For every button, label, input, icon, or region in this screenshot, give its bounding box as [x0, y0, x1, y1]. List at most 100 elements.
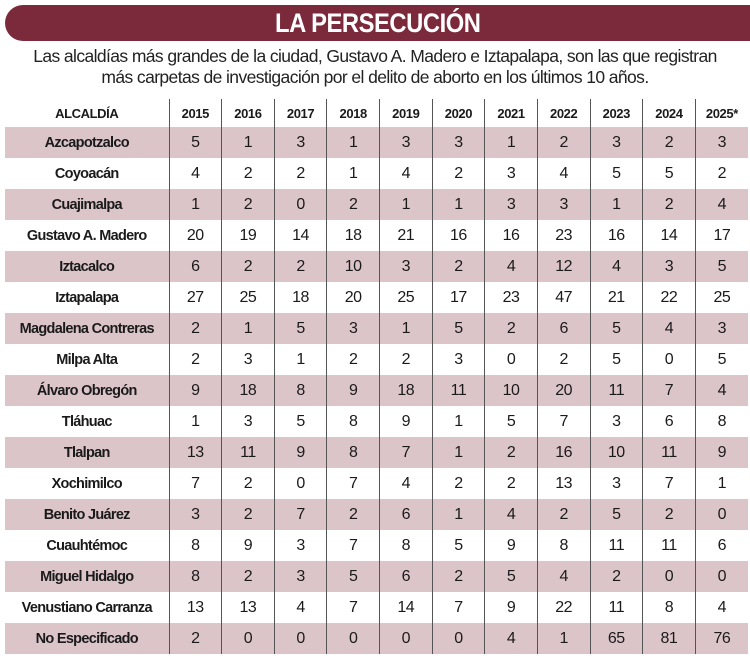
table-cell: 2: [431, 468, 485, 499]
table-cell: 8: [379, 530, 433, 561]
table-cell: 4: [536, 561, 590, 592]
table-cell: 2: [536, 499, 590, 530]
row-name: No Especificado: [5, 623, 169, 654]
table-cell: 5: [589, 158, 643, 189]
table-cell: 1: [484, 127, 538, 158]
table-cell: 6: [379, 499, 433, 530]
table-row: Xochimilco 7 2 0 7 4 2 2 13 3 7 1: [5, 468, 748, 499]
table-cell: 1: [221, 313, 275, 344]
table-cell: 2: [221, 189, 275, 220]
table-cell: 2: [221, 499, 275, 530]
table-cell: 17: [431, 282, 485, 313]
table-cell: 19: [221, 220, 275, 251]
table-cell: 16: [484, 220, 538, 251]
table-cell: 11: [589, 592, 643, 623]
table-cell: 2: [326, 344, 380, 375]
table-cell: 13: [168, 592, 222, 623]
table-cell: 7: [642, 375, 696, 406]
table-cell: 11: [589, 530, 643, 561]
table-row: Cuauhtémoc 8 9 3 7 8 5 9 8 11 11 6: [5, 530, 748, 561]
table-cell: 11: [221, 437, 275, 468]
table-cell: 2: [273, 158, 327, 189]
table-cell: 0: [694, 499, 748, 530]
table-cell: 1: [431, 499, 485, 530]
table-row: Milpa Alta 2 3 1 2 2 3 0 2 5 0 5: [5, 344, 748, 375]
table-cell: 3: [168, 499, 222, 530]
table-cell: 2: [273, 251, 327, 282]
table-cell: 4: [694, 189, 748, 220]
column-header-alcaldia: ALCALDÍA: [55, 105, 119, 121]
table-cell: 2: [484, 313, 538, 344]
table-cell: 5: [273, 313, 327, 344]
table-cell: 2: [168, 623, 222, 654]
table-cell: 3: [484, 158, 538, 189]
column-header-year: 2017: [273, 99, 327, 127]
table-cell: 2: [221, 468, 275, 499]
table-cell: 0: [694, 561, 748, 592]
table-cell: 1: [326, 158, 380, 189]
table-cell: 5: [589, 344, 643, 375]
table-cell: 7: [536, 406, 590, 437]
column-header-year: 2020: [431, 99, 485, 127]
table-cell: 2: [642, 499, 696, 530]
table-cell: 3: [642, 251, 696, 282]
row-name: Azcapotzalco: [5, 127, 169, 158]
table-cell: 8: [326, 437, 380, 468]
table-cell: 0: [379, 623, 433, 654]
column-header-year: 2018: [326, 99, 380, 127]
table-cell: 2: [536, 344, 590, 375]
table-row: Tlalpan 13 11 9 8 7 1 2 16 10 11 9: [5, 437, 748, 468]
table-cell: 1: [379, 189, 433, 220]
table-cell: 4: [694, 592, 748, 623]
row-name: Xochimilco: [51, 475, 123, 492]
table-cell: 1: [221, 127, 275, 158]
table-cell: 6: [642, 406, 696, 437]
table-cell: 0: [642, 561, 696, 592]
table-row: Cuajimalpa 1 2 0 2 1 1 3 3 1 2 4: [5, 189, 748, 220]
table-cell: 2: [484, 437, 538, 468]
table-cell: 5: [273, 406, 327, 437]
table-cell: 3: [694, 313, 748, 344]
table-row: Venustiano Carranza 13 13 4 7 14 7 9 22 11 8 4: [5, 592, 748, 623]
table-cell: 5: [484, 406, 538, 437]
column-header-year: 2025*: [694, 99, 748, 127]
table-cell: 4: [642, 313, 696, 344]
table-cell: 3: [536, 189, 590, 220]
table-cell: 4: [168, 158, 222, 189]
table-cell: 27: [168, 282, 222, 313]
table-cell: 3: [273, 561, 327, 592]
table-cell: 2: [431, 561, 485, 592]
table-cell: 0: [642, 344, 696, 375]
table-cell: 1: [273, 344, 327, 375]
table-cell: 47: [536, 282, 590, 313]
table-cell: 7: [273, 499, 327, 530]
table-cell: 2: [431, 251, 485, 282]
row-name: Venustiano Carranza: [21, 599, 153, 616]
row-name: Coyoacán: [54, 165, 119, 182]
row-name: Benito Juárez: [5, 499, 169, 530]
table-cell: 22: [536, 592, 590, 623]
table-cell: 1: [326, 127, 380, 158]
row-name: Milpa Alta: [56, 351, 118, 368]
table-cell: 9: [484, 530, 538, 561]
table-cell: 0: [484, 344, 538, 375]
table-cell: 9: [694, 437, 748, 468]
table-cell: 13: [168, 437, 222, 468]
table-row: Azcapotzalco 5 1 3 1 3 3 1 2 3 2 3: [5, 127, 748, 158]
table-cell: 1: [168, 189, 222, 220]
table-cell: 3: [431, 127, 485, 158]
table-cell: 4: [379, 158, 433, 189]
table-cell: 11: [589, 375, 643, 406]
table-cell: 3: [379, 127, 433, 158]
table-cell: 8: [273, 375, 327, 406]
table-cell: 18: [221, 375, 275, 406]
table-cell: 2: [642, 127, 696, 158]
table-cell: 5: [168, 127, 222, 158]
table-cell: 9: [326, 375, 380, 406]
table-cell: 4: [273, 592, 327, 623]
table-cell: 23: [536, 220, 590, 251]
row-name: Miguel Hidalgo: [5, 561, 169, 592]
table-cell: 21: [589, 282, 643, 313]
row-name: Tlalpan: [5, 437, 169, 468]
table-cell: 0: [273, 623, 327, 654]
